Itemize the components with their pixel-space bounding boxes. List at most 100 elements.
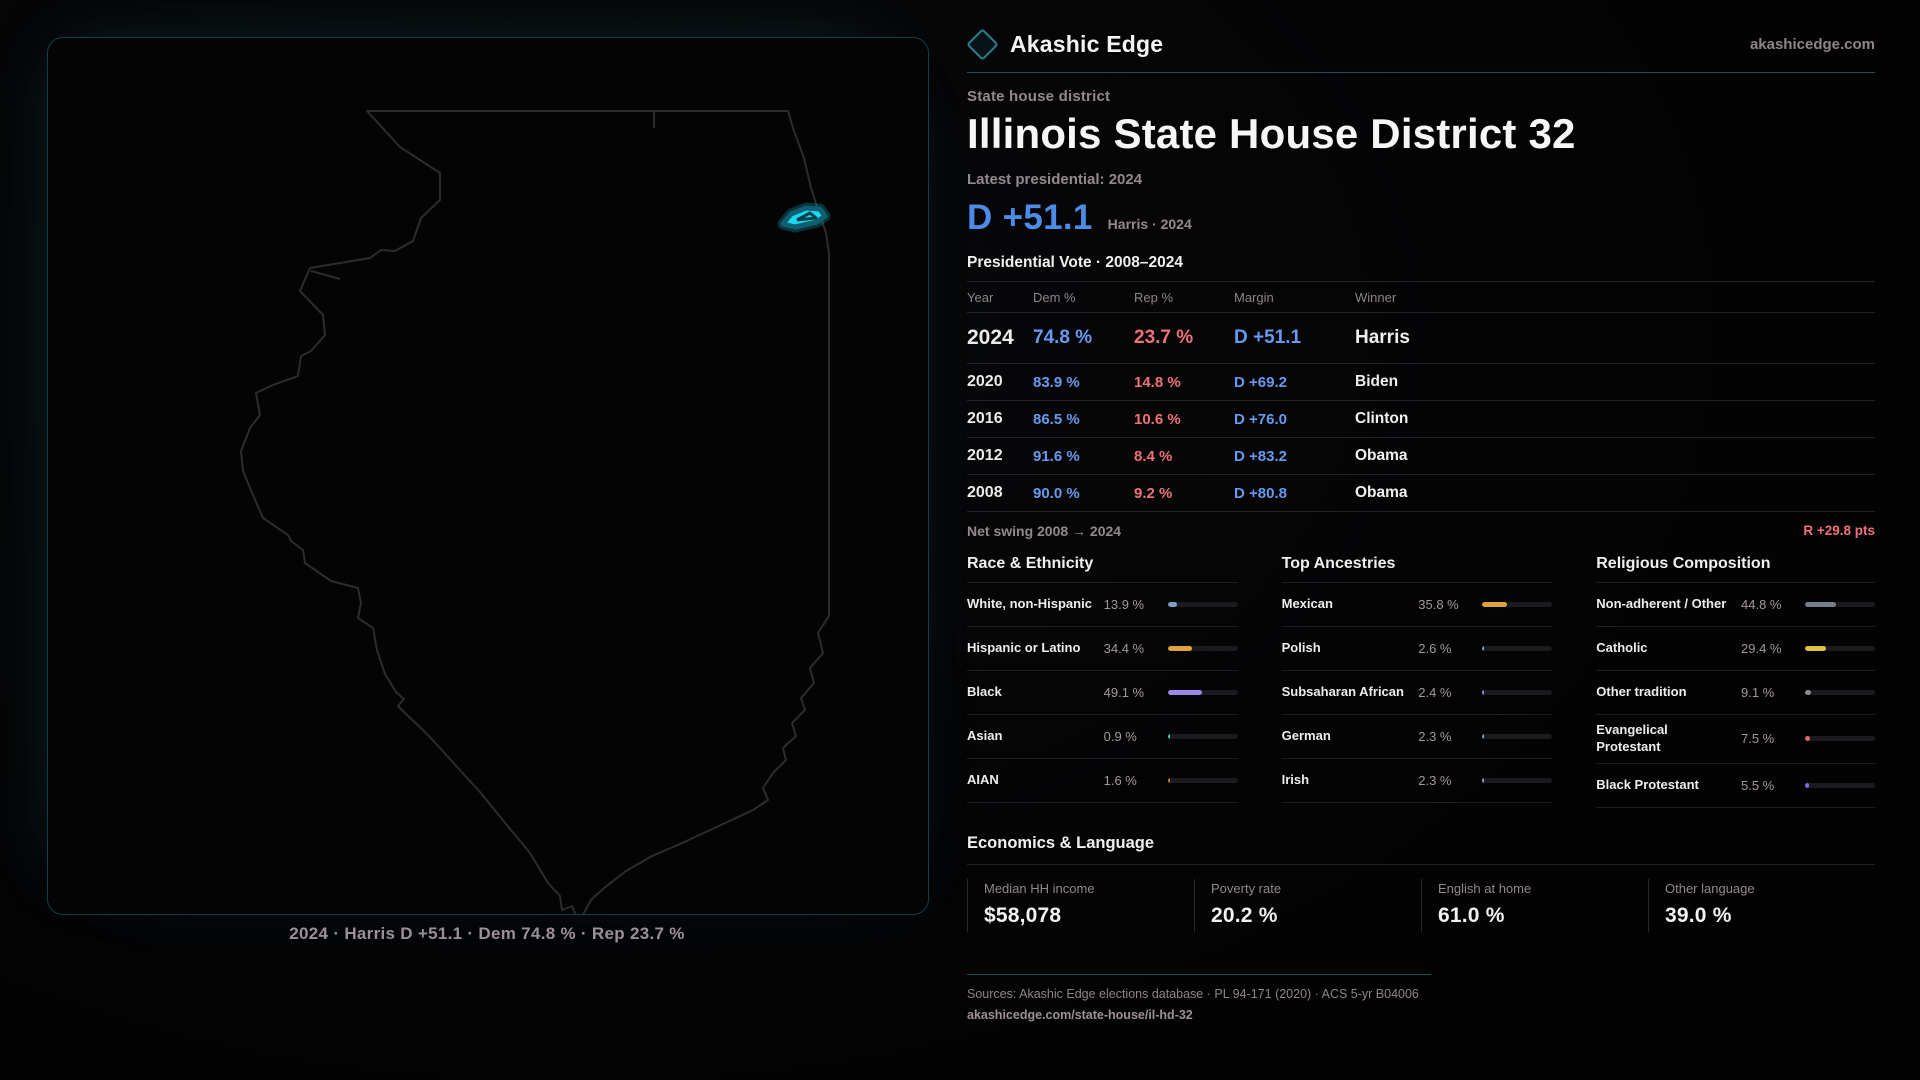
dem-percent-cell: 83.9 % [1033, 373, 1080, 391]
demo-bar-fill [1482, 690, 1485, 696]
demo-bar-track [1482, 778, 1553, 784]
demo-row: Black Protestant 5.5 % [1596, 762, 1875, 807]
demo-value: 2.3 % [1418, 773, 1452, 789]
vote-table-title: Presidential Vote · 2008–2024 [967, 254, 1183, 272]
demo-label: Evangelical Protestant [1596, 722, 1668, 754]
demo-section-title: Race & Ethnicity [967, 555, 1094, 573]
column-header: Margin [1234, 290, 1274, 306]
demo-row: White, non-Hispanic 13.9 % [967, 582, 1238, 626]
econ-stat-label: Poverty rate [1211, 880, 1282, 896]
demo-row: Black 49.1 % [967, 670, 1238, 714]
demo-label: German [1281, 728, 1331, 744]
demo-value: 2.4 % [1418, 685, 1452, 701]
demo-value: 2.6 % [1418, 641, 1452, 657]
econ-stat: Poverty rate 20.2 % [1194, 878, 1421, 932]
demo-bar-fill [1482, 778, 1485, 784]
demo-bar-track [1167, 602, 1238, 608]
vote-table: Year Dem % Rep % Margin Winner 2024 74.8 % 23.7… [967, 281, 1875, 511]
eyebrow-label: State house district [967, 88, 1111, 105]
permalink-link[interactable]: akashicedge.com/state-house/il-hd-32 [967, 1007, 1193, 1022]
demo-bar-fill [1167, 734, 1170, 740]
demo-row: Other tradition 9.1 % [1596, 670, 1875, 714]
demo-value: 7.5 % [1741, 731, 1775, 747]
winner-cell: Obama [1355, 484, 1408, 502]
demo-value: 44.8 % [1741, 597, 1782, 613]
sources-text: Sources: Akashic Edge elections database… [967, 986, 1419, 1001]
detail-column: Akashic Edge akashicedge.com State house… [966, 28, 1875, 1024]
demo-section-rows: Non-adherent / Other 44.8 % Catholic 29.4 %… [1596, 582, 1875, 808]
table-row: 2024 74.8 % 23.7 % D +51.1 Harris [967, 312, 1875, 363]
margin-cell: D +80.8 [1234, 484, 1287, 502]
demo-label: Hispanic or Latino [967, 640, 1081, 656]
margin-cell: D +76.0 [1234, 410, 1287, 428]
dem-percent-cell: 74.8 % [1033, 327, 1093, 349]
district-32-inner-line [796, 211, 818, 222]
header: Akashic Edge akashicedge.com [966, 28, 1875, 61]
dem-percent-cell: 86.5 % [1033, 410, 1080, 428]
margin-headline-note: Harris · 2024 [1107, 216, 1192, 233]
demo-label: Non-adherent / Other [1596, 596, 1727, 612]
header-divider [967, 72, 1875, 73]
demo-bar-fill [1482, 734, 1485, 740]
demo-value: 1.6 % [1103, 773, 1137, 789]
rep-percent-cell: 9.2 % [1134, 484, 1173, 502]
demo-row: Asian 0.9 % [967, 714, 1238, 758]
net-swing-row: Net swing 2008 → 2024 R +29.8 pts [967, 511, 1875, 539]
demo-value: 0.9 % [1103, 729, 1137, 745]
demo-row: Polish 2.6 % [1281, 626, 1553, 670]
demo-bar-track [1482, 602, 1553, 608]
demo-section: Top Ancestries Mexican 35.8 % Polish 2.6 % Su… [1281, 555, 1553, 808]
demo-value: 13.9 % [1103, 597, 1145, 613]
demo-value: 49.1 % [1103, 685, 1145, 701]
demo-section-rows: Mexican 35.8 % Polish 2.6 % Subsaharan Afric… [1281, 582, 1553, 804]
table-row: 2008 90.0 % 9.2 % D +80.8 Obama [967, 474, 1875, 511]
district-map-panel [47, 37, 929, 915]
econ-stat-label: Median HH income [984, 880, 1095, 896]
demo-bar-fill [1482, 602, 1508, 608]
column-header: Year [967, 290, 994, 306]
demo-label: Subsaharan African [1281, 684, 1404, 700]
table-row: 2020 83.9 % 14.8 % D +69.2 Biden [967, 363, 1875, 400]
demo-bar-track [1805, 736, 1875, 742]
footer: Sources: Akashic Edge elections database… [967, 973, 1875, 1024]
demo-bar-fill [1167, 602, 1178, 608]
demo-row: Non-adherent / Other 44.8 % [1596, 582, 1875, 626]
demo-bar-fill [1805, 736, 1811, 742]
demo-row: Hispanic or Latino 34.4 % [967, 626, 1238, 670]
map-caption: 2024 · Harris D +51.1 · Dem 74.8 % · Rep… [289, 924, 685, 943]
demo-bar-fill [1805, 602, 1837, 608]
demo-value: 29.4 % [1741, 641, 1782, 657]
margin-cell: D +51.1 [1234, 327, 1302, 349]
table-header-row: Year Dem % Rep % Margin Winner [967, 281, 1875, 312]
demo-bar-fill [1805, 646, 1826, 652]
column-header: Rep % [1134, 290, 1174, 306]
demo-bar-fill [1482, 646, 1485, 652]
dem-percent-cell: 90.0 % [1033, 484, 1080, 502]
econ-stat: English at home 61.0 % [1421, 878, 1648, 932]
econ-stat-label: Other language [1665, 880, 1755, 896]
column-header: Dem % [1033, 290, 1076, 306]
econ-stat: Other language 39.0 % [1648, 878, 1875, 932]
demo-value: 34.4 % [1103, 641, 1145, 657]
econ-stat-value: 20.2 % [1211, 903, 1278, 927]
econ-stat-value: $58,078 [984, 903, 1062, 927]
margin-cell: D +69.2 [1234, 373, 1287, 391]
demo-bar-track [1805, 782, 1875, 788]
brand-domain-link[interactable]: akashicedge.com [1749, 36, 1875, 53]
demo-row: German 2.3 % [1281, 714, 1553, 758]
demo-bar-track [1482, 734, 1553, 740]
demo-row: AIAN 1.6 % [967, 758, 1238, 802]
column-header: Winner [1355, 290, 1397, 306]
demo-bar-track [1805, 602, 1875, 608]
demo-value: 35.8 % [1418, 597, 1459, 613]
demographics-grid: Race & Ethnicity White, non-Hispanic 13.9 … [967, 555, 1875, 808]
illinois-map [240, 110, 831, 914]
demo-label: Polish [1281, 640, 1321, 656]
demo-bar-track [1167, 646, 1238, 652]
demo-label: Asian [967, 728, 1003, 744]
net-swing-value: R +29.8 pts [1803, 523, 1875, 539]
demo-value: 5.5 % [1741, 777, 1775, 793]
winner-cell: Obama [1355, 447, 1408, 465]
latest-presidential-label: Latest presidential: 2024 [967, 171, 1143, 189]
illinois-outline [240, 110, 830, 914]
